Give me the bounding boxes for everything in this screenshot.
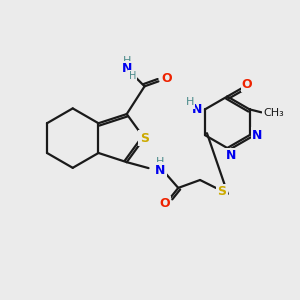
Text: S: S (140, 132, 149, 145)
Text: CH₃: CH₃ (263, 108, 284, 118)
Text: N: N (122, 62, 132, 75)
Text: O: O (159, 197, 170, 210)
Text: H: H (122, 56, 131, 66)
Text: N: N (226, 149, 236, 162)
Text: N: N (155, 164, 166, 177)
Text: S: S (217, 185, 226, 198)
Text: H: H (156, 157, 165, 167)
Text: O: O (161, 72, 172, 85)
Text: N: N (252, 129, 263, 142)
Text: H: H (129, 71, 136, 81)
Text: H: H (186, 98, 194, 107)
Text: O: O (242, 78, 252, 91)
Text: N: N (192, 103, 202, 116)
